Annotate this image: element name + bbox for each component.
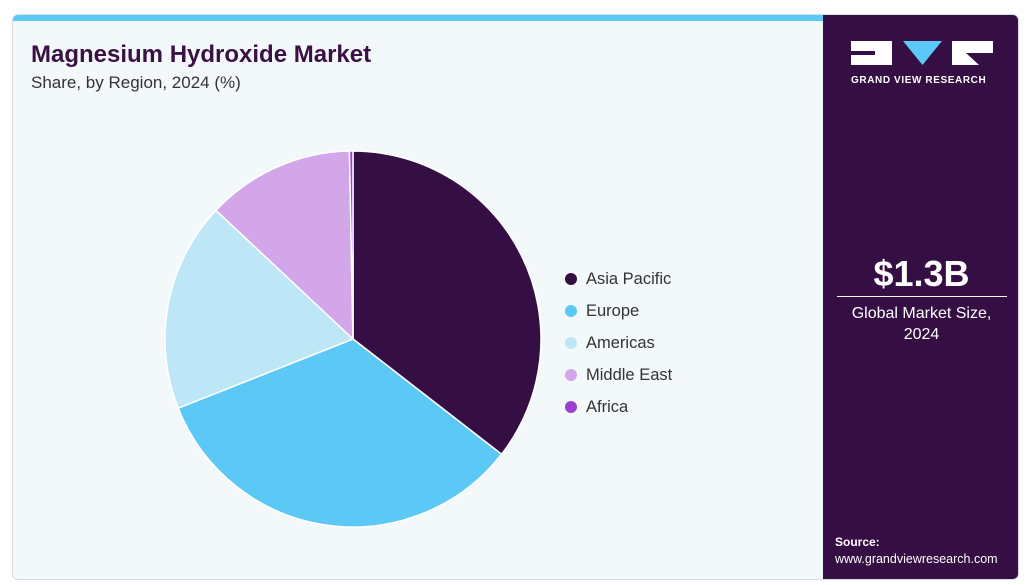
- chart-card: Magnesium Hydroxide Market Share, by Reg…: [12, 14, 1019, 580]
- legend-swatch: [565, 273, 577, 285]
- pie-slice-middle-east: [214, 150, 354, 341]
- accent-bar: [13, 15, 823, 21]
- divider: [837, 296, 1007, 297]
- legend-label: Middle East: [586, 365, 673, 384]
- legend-label: Africa: [586, 397, 629, 416]
- chart-subtitle: Share, by Region, 2024 (%): [31, 73, 241, 92]
- legend-label: Americas: [586, 333, 655, 352]
- legend-label: Asia Pacific: [586, 269, 672, 288]
- gvr-logo-icon: [851, 41, 993, 65]
- legend-swatch: [565, 401, 577, 413]
- legend-item: Middle East: [565, 359, 672, 391]
- legend-swatch: [565, 369, 577, 381]
- pie-slice-europe: [177, 338, 503, 528]
- legend-item: Europe: [565, 295, 672, 327]
- sidebar-panel: GRAND VIEW RESEARCH $1.3B Global Market …: [823, 15, 1018, 579]
- legend-label: Europe: [586, 301, 640, 320]
- legend-item: Africa: [565, 391, 672, 423]
- legend-item: Americas: [565, 327, 672, 359]
- chart-area: Magnesium Hydroxide Market Share, by Reg…: [13, 15, 823, 579]
- pie-slice-americas: [164, 209, 355, 410]
- legend-swatch: [565, 337, 577, 349]
- source-link[interactable]: www.grandviewresearch.com: [835, 552, 998, 566]
- chart-title: Magnesium Hydroxide Market: [31, 41, 372, 68]
- brand-logo: GRAND VIEW RESEARCH: [851, 41, 993, 86]
- pie-slice-africa: [348, 150, 354, 340]
- brand-name: GRAND VIEW RESEARCH: [851, 75, 987, 86]
- market-size-label: Global Market Size, 2024: [851, 305, 992, 343]
- legend-item: Asia Pacific: [565, 263, 672, 295]
- market-size-value: $1.3B: [873, 253, 970, 294]
- legend-swatch: [565, 305, 577, 317]
- chart-legend: Asia Pacific Europe Americas Middle East Afr…: [565, 263, 672, 423]
- pie-chart: [164, 150, 542, 528]
- pie-slice-asia-pacific: [352, 150, 542, 456]
- source-label: Source:: [835, 535, 880, 549]
